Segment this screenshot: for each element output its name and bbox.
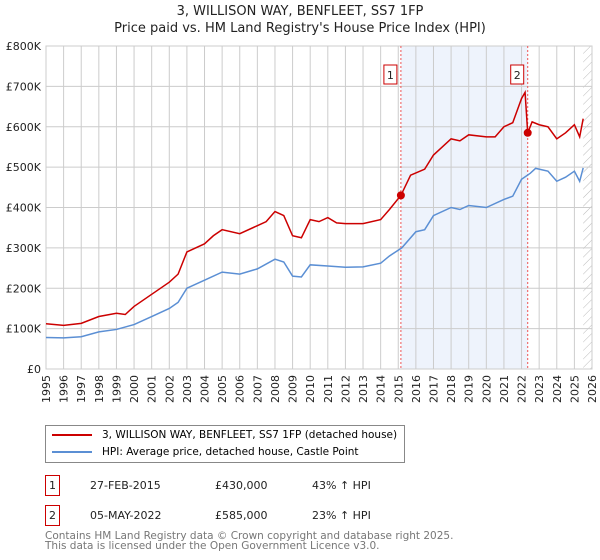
x-tick-label: 2015 <box>392 375 405 403</box>
sale-label: 1 <box>387 69 394 82</box>
x-tick-label: 2000 <box>128 375 141 403</box>
x-tick-label: 2025 <box>568 375 581 403</box>
x-tick-label: 1997 <box>75 375 88 403</box>
y-tick-label: £500K <box>6 161 42 174</box>
x-tick-label: 2022 <box>516 375 529 403</box>
sale-hpi: 23% ↑ HPI <box>312 509 371 522</box>
x-tick-label: 1999 <box>110 375 123 403</box>
sale-date: 05-MAY-2022 <box>90 509 162 522</box>
footer-line-1: Contains HM Land Registry data © Crown c… <box>45 530 454 542</box>
x-tick-label: 2020 <box>480 375 493 403</box>
sale-price: £585,000 <box>215 509 268 522</box>
x-tick-label: 2023 <box>533 375 546 403</box>
legend: 3, WILLISON WAY, BENFLEET, SS7 1FP (deta… <box>45 425 405 463</box>
y-tick-label: £0 <box>27 363 41 376</box>
x-tick-label: 2004 <box>199 375 212 403</box>
x-tick-label: 2011 <box>322 375 335 403</box>
y-tick-label: £700K <box>6 80 42 93</box>
x-tick-label: 1996 <box>58 375 71 403</box>
x-tick-label: 2010 <box>304 375 317 403</box>
footer-line-2: This data is licensed under the Open Gov… <box>45 540 380 552</box>
sale-marker-1: 1 <box>45 475 60 496</box>
legend-swatch-price <box>52 434 92 436</box>
x-tick-label: 2018 <box>445 375 458 403</box>
footer: Contains HM Land Registry data © Crown c… <box>45 530 454 552</box>
sale-point <box>523 128 532 137</box>
x-tick-label: 2005 <box>216 375 229 403</box>
x-tick-label: 2009 <box>287 375 300 403</box>
sale-label-box <box>383 64 398 85</box>
x-tick-label: 2001 <box>146 375 159 403</box>
x-tick-label: 2026 <box>586 375 599 403</box>
x-tick-label: 2007 <box>251 375 264 403</box>
y-tick-label: £200K <box>6 282 42 295</box>
price-paid-line <box>45 89 584 327</box>
x-tick-label: 2002 <box>163 375 176 403</box>
chart-title: 3, WILLISON WAY, BENFLEET, SS7 1FP <box>176 4 424 19</box>
plot-border <box>45 45 593 370</box>
sale-hpi: 43% ↑ HPI <box>312 479 371 492</box>
sale-point <box>396 191 405 200</box>
x-tick-label: 2017 <box>427 375 440 403</box>
x-tick-label: 2021 <box>498 375 511 403</box>
plot-area: 1995 1996 1997 1998 1999 2000 2001 2002 2003 2004… <box>6 40 599 403</box>
x-tick-label: 2019 <box>463 375 476 403</box>
legend-label-price: 3, WILLISON WAY, BENFLEET, SS7 1FP (deta… <box>102 429 398 441</box>
legend-swatch-hpi <box>52 451 92 453</box>
x-tick-label: 2006 <box>234 375 247 403</box>
sale-row-1: 1 27-FEB-2015 £430,000 43% ↑ HPI <box>0 475 560 496</box>
x-tick-label: 1995 <box>40 375 53 403</box>
x-tick-label: 2008 <box>269 375 282 403</box>
sale-label: 2 <box>514 69 521 82</box>
y-tick-label: £100K <box>6 323 42 336</box>
x-tick-label: 2014 <box>375 375 388 403</box>
x-tick-label: 1998 <box>93 375 106 403</box>
y-tick-label: £600K <box>6 121 42 134</box>
x-tick-label: 2016 <box>410 375 423 403</box>
sale-marker-2: 2 <box>45 505 60 526</box>
y-tick-label: £800K <box>6 40 42 53</box>
x-tick-label: 2024 <box>551 375 564 403</box>
sale-price: £430,000 <box>215 479 268 492</box>
sale-date: 27-FEB-2015 <box>90 479 161 492</box>
hpi-line <box>45 167 584 339</box>
y-tick-label: £300K <box>6 242 42 255</box>
sale-label-box <box>510 64 525 85</box>
x-tick-label: 2013 <box>357 375 370 403</box>
chart-subtitle: Price paid vs. HM Land Registry's House … <box>114 21 486 36</box>
x-tick-label: 2012 <box>339 375 352 403</box>
y-tick-label: £400K <box>6 202 42 215</box>
sale-row-2: 2 05-MAY-2022 £585,000 23% ↑ HPI <box>0 505 560 526</box>
legend-label-hpi: HPI: Average price, detached house, Cast… <box>102 446 359 458</box>
x-tick-label: 2003 <box>181 375 194 403</box>
